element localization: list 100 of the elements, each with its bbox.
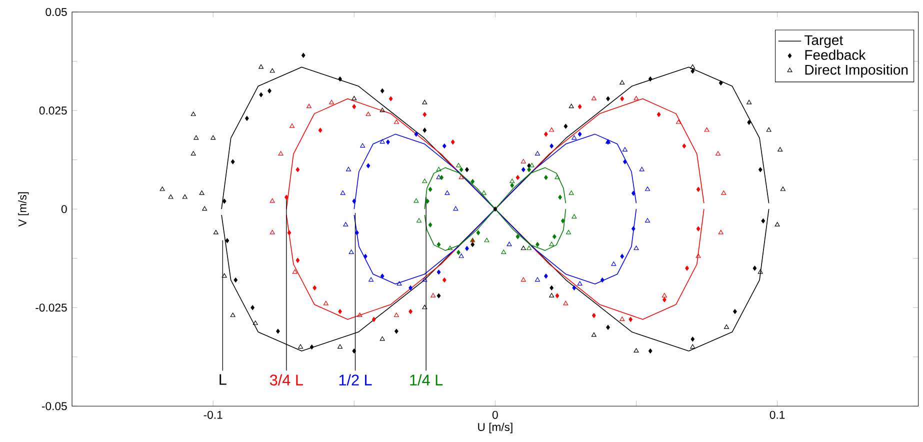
point xyxy=(535,150,540,156)
point xyxy=(428,186,432,192)
point xyxy=(549,292,554,298)
annotation: L xyxy=(220,374,226,385)
annotation: 1/2 L xyxy=(339,374,372,386)
point xyxy=(568,190,574,195)
point xyxy=(758,269,763,274)
point xyxy=(526,246,532,250)
point xyxy=(685,266,689,271)
point xyxy=(766,127,772,132)
point xyxy=(458,253,464,258)
point xyxy=(348,250,354,254)
point xyxy=(639,166,644,172)
point xyxy=(778,147,783,152)
point xyxy=(578,104,582,109)
point xyxy=(476,230,480,236)
point xyxy=(572,135,577,140)
point xyxy=(296,167,300,172)
point xyxy=(606,96,610,102)
point xyxy=(577,281,582,286)
point xyxy=(716,150,721,156)
point xyxy=(634,96,639,100)
point xyxy=(521,167,526,172)
point xyxy=(632,190,636,196)
point xyxy=(396,281,402,286)
point xyxy=(230,159,235,164)
point xyxy=(552,234,556,240)
point xyxy=(416,218,422,222)
point xyxy=(199,190,204,195)
point xyxy=(550,143,554,148)
point xyxy=(690,336,695,342)
point xyxy=(676,119,682,124)
point xyxy=(648,76,652,82)
point xyxy=(549,127,554,132)
point xyxy=(572,285,576,290)
point xyxy=(394,328,398,334)
point xyxy=(544,132,548,137)
point xyxy=(620,254,624,259)
y-tick-label: -0.05 xyxy=(42,402,67,410)
point xyxy=(312,285,317,290)
point xyxy=(704,127,710,132)
point xyxy=(592,312,596,318)
point xyxy=(270,68,275,73)
point xyxy=(394,119,399,124)
annotation: 1/4 L xyxy=(410,374,443,386)
line-series xyxy=(354,134,637,284)
point xyxy=(258,64,264,69)
point xyxy=(724,324,730,329)
point xyxy=(352,96,357,100)
point xyxy=(287,230,292,236)
point xyxy=(442,278,446,282)
legend-label: Direct Imposition xyxy=(805,64,908,78)
point xyxy=(591,332,596,337)
point xyxy=(484,238,490,242)
point xyxy=(572,214,577,218)
point xyxy=(696,253,701,258)
x-axis-title: U [m/s] xyxy=(478,422,512,434)
x-tick-label: 0 xyxy=(492,410,498,419)
point xyxy=(527,167,531,172)
point xyxy=(222,273,227,278)
point xyxy=(422,277,428,282)
point xyxy=(168,194,174,199)
point xyxy=(422,178,428,183)
legend-label: Feedback xyxy=(805,50,866,60)
point xyxy=(225,238,230,243)
point xyxy=(259,92,263,98)
point xyxy=(380,139,385,144)
point xyxy=(318,128,322,133)
point xyxy=(234,278,238,282)
point xyxy=(632,226,636,232)
point xyxy=(628,316,632,322)
point xyxy=(620,316,625,321)
point xyxy=(270,198,275,203)
point xyxy=(194,135,199,140)
point xyxy=(444,190,450,195)
point xyxy=(430,292,436,298)
point xyxy=(510,182,514,188)
y-axis-title: V [m/s] xyxy=(18,192,29,227)
point xyxy=(566,230,572,234)
point xyxy=(558,194,562,200)
point xyxy=(510,178,515,183)
point xyxy=(222,198,226,204)
point xyxy=(662,292,667,298)
point xyxy=(436,174,442,180)
point xyxy=(456,162,462,168)
point xyxy=(338,344,343,349)
point xyxy=(721,190,726,195)
point xyxy=(662,297,666,302)
point xyxy=(696,186,700,192)
point xyxy=(696,226,700,232)
point xyxy=(298,344,304,349)
point xyxy=(278,150,284,156)
point xyxy=(422,112,427,117)
point xyxy=(622,147,628,152)
point xyxy=(529,162,534,168)
point xyxy=(357,312,362,317)
point xyxy=(428,222,432,228)
point xyxy=(623,159,627,164)
point xyxy=(555,293,560,298)
point xyxy=(470,178,475,184)
